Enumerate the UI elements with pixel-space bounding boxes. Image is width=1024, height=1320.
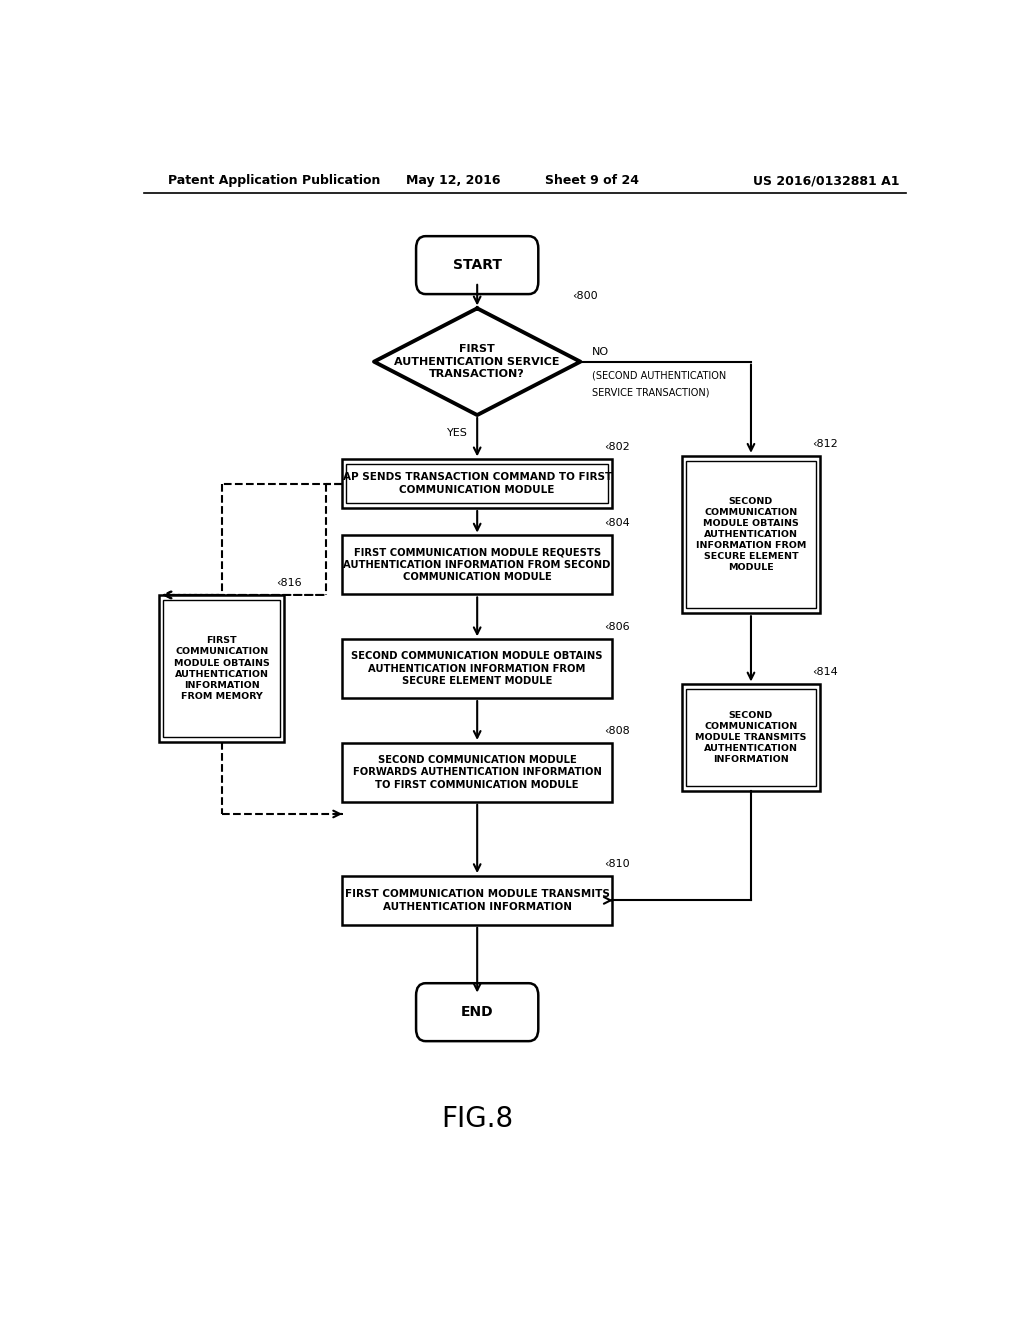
Bar — [682, 455, 820, 614]
Bar — [685, 689, 816, 785]
Bar — [342, 743, 612, 801]
Text: ‹814: ‹814 — [812, 667, 839, 677]
Text: ‹808: ‹808 — [604, 726, 630, 735]
Text: END: END — [461, 1005, 494, 1019]
Text: START: START — [453, 259, 502, 272]
Text: SECOND
COMMUNICATION
MODULE OBTAINS
AUTHENTICATION
INFORMATION FROM
SECURE ELEME: SECOND COMMUNICATION MODULE OBTAINS AUTH… — [695, 496, 806, 573]
Bar — [685, 461, 816, 609]
Text: US 2016/0132881 A1: US 2016/0132881 A1 — [753, 174, 900, 187]
Text: FIRST COMMUNICATION MODULE REQUESTS
AUTHENTICATION INFORMATION FROM SECOND
COMMU: FIRST COMMUNICATION MODULE REQUESTS AUTH… — [343, 548, 611, 582]
Text: ‹804: ‹804 — [604, 519, 630, 528]
Text: FIRST COMMUNICATION MODULE TRANSMITS
AUTHENTICATION INFORMATION: FIRST COMMUNICATION MODULE TRANSMITS AUT… — [345, 890, 609, 912]
Bar — [163, 601, 281, 738]
Bar — [346, 465, 608, 503]
Bar — [159, 595, 285, 742]
Text: NO: NO — [592, 347, 609, 356]
Text: May 12, 2016: May 12, 2016 — [407, 174, 501, 187]
Polygon shape — [374, 309, 581, 414]
Bar — [342, 536, 612, 594]
Bar — [682, 684, 820, 791]
Text: ‹806: ‹806 — [604, 622, 630, 632]
Text: FIRST
AUTHENTICATION SERVICE
TRANSACTION?: FIRST AUTHENTICATION SERVICE TRANSACTION… — [394, 345, 560, 379]
Text: Sheet 9 of 24: Sheet 9 of 24 — [545, 174, 639, 187]
Text: AP SENDS TRANSACTION COMMAND TO FIRST
COMMUNICATION MODULE: AP SENDS TRANSACTION COMMAND TO FIRST CO… — [343, 473, 611, 495]
Text: SECOND COMMUNICATION MODULE
FORWARDS AUTHENTICATION INFORMATION
TO FIRST COMMUNI: SECOND COMMUNICATION MODULE FORWARDS AUT… — [352, 755, 602, 789]
Text: YES: YES — [447, 428, 468, 438]
Text: (SECOND AUTHENTICATION: (SECOND AUTHENTICATION — [592, 371, 726, 381]
Text: ‹816: ‹816 — [276, 578, 302, 587]
FancyBboxPatch shape — [416, 983, 539, 1041]
Bar — [342, 459, 612, 508]
Text: ‹810: ‹810 — [604, 859, 630, 869]
Text: FIRST
COMMUNICATION
MODULE OBTAINS
AUTHENTICATION
INFORMATION
FROM MEMORY: FIRST COMMUNICATION MODULE OBTAINS AUTHE… — [174, 636, 269, 701]
FancyBboxPatch shape — [416, 236, 539, 294]
Text: ‹812: ‹812 — [812, 438, 839, 449]
Text: FIG.8: FIG.8 — [441, 1105, 513, 1133]
Text: SERVICE TRANSACTION): SERVICE TRANSACTION) — [592, 387, 710, 397]
Text: ‹800: ‹800 — [572, 292, 598, 301]
Text: SECOND
COMMUNICATION
MODULE TRANSMITS
AUTHENTICATION
INFORMATION: SECOND COMMUNICATION MODULE TRANSMITS AU… — [695, 711, 807, 764]
Text: ‹802: ‹802 — [604, 442, 630, 451]
Text: SECOND COMMUNICATION MODULE OBTAINS
AUTHENTICATION INFORMATION FROM
SECURE ELEME: SECOND COMMUNICATION MODULE OBTAINS AUTH… — [351, 651, 603, 686]
Bar — [342, 639, 612, 698]
Text: Patent Application Publication: Patent Application Publication — [168, 174, 380, 187]
Bar — [342, 876, 612, 925]
